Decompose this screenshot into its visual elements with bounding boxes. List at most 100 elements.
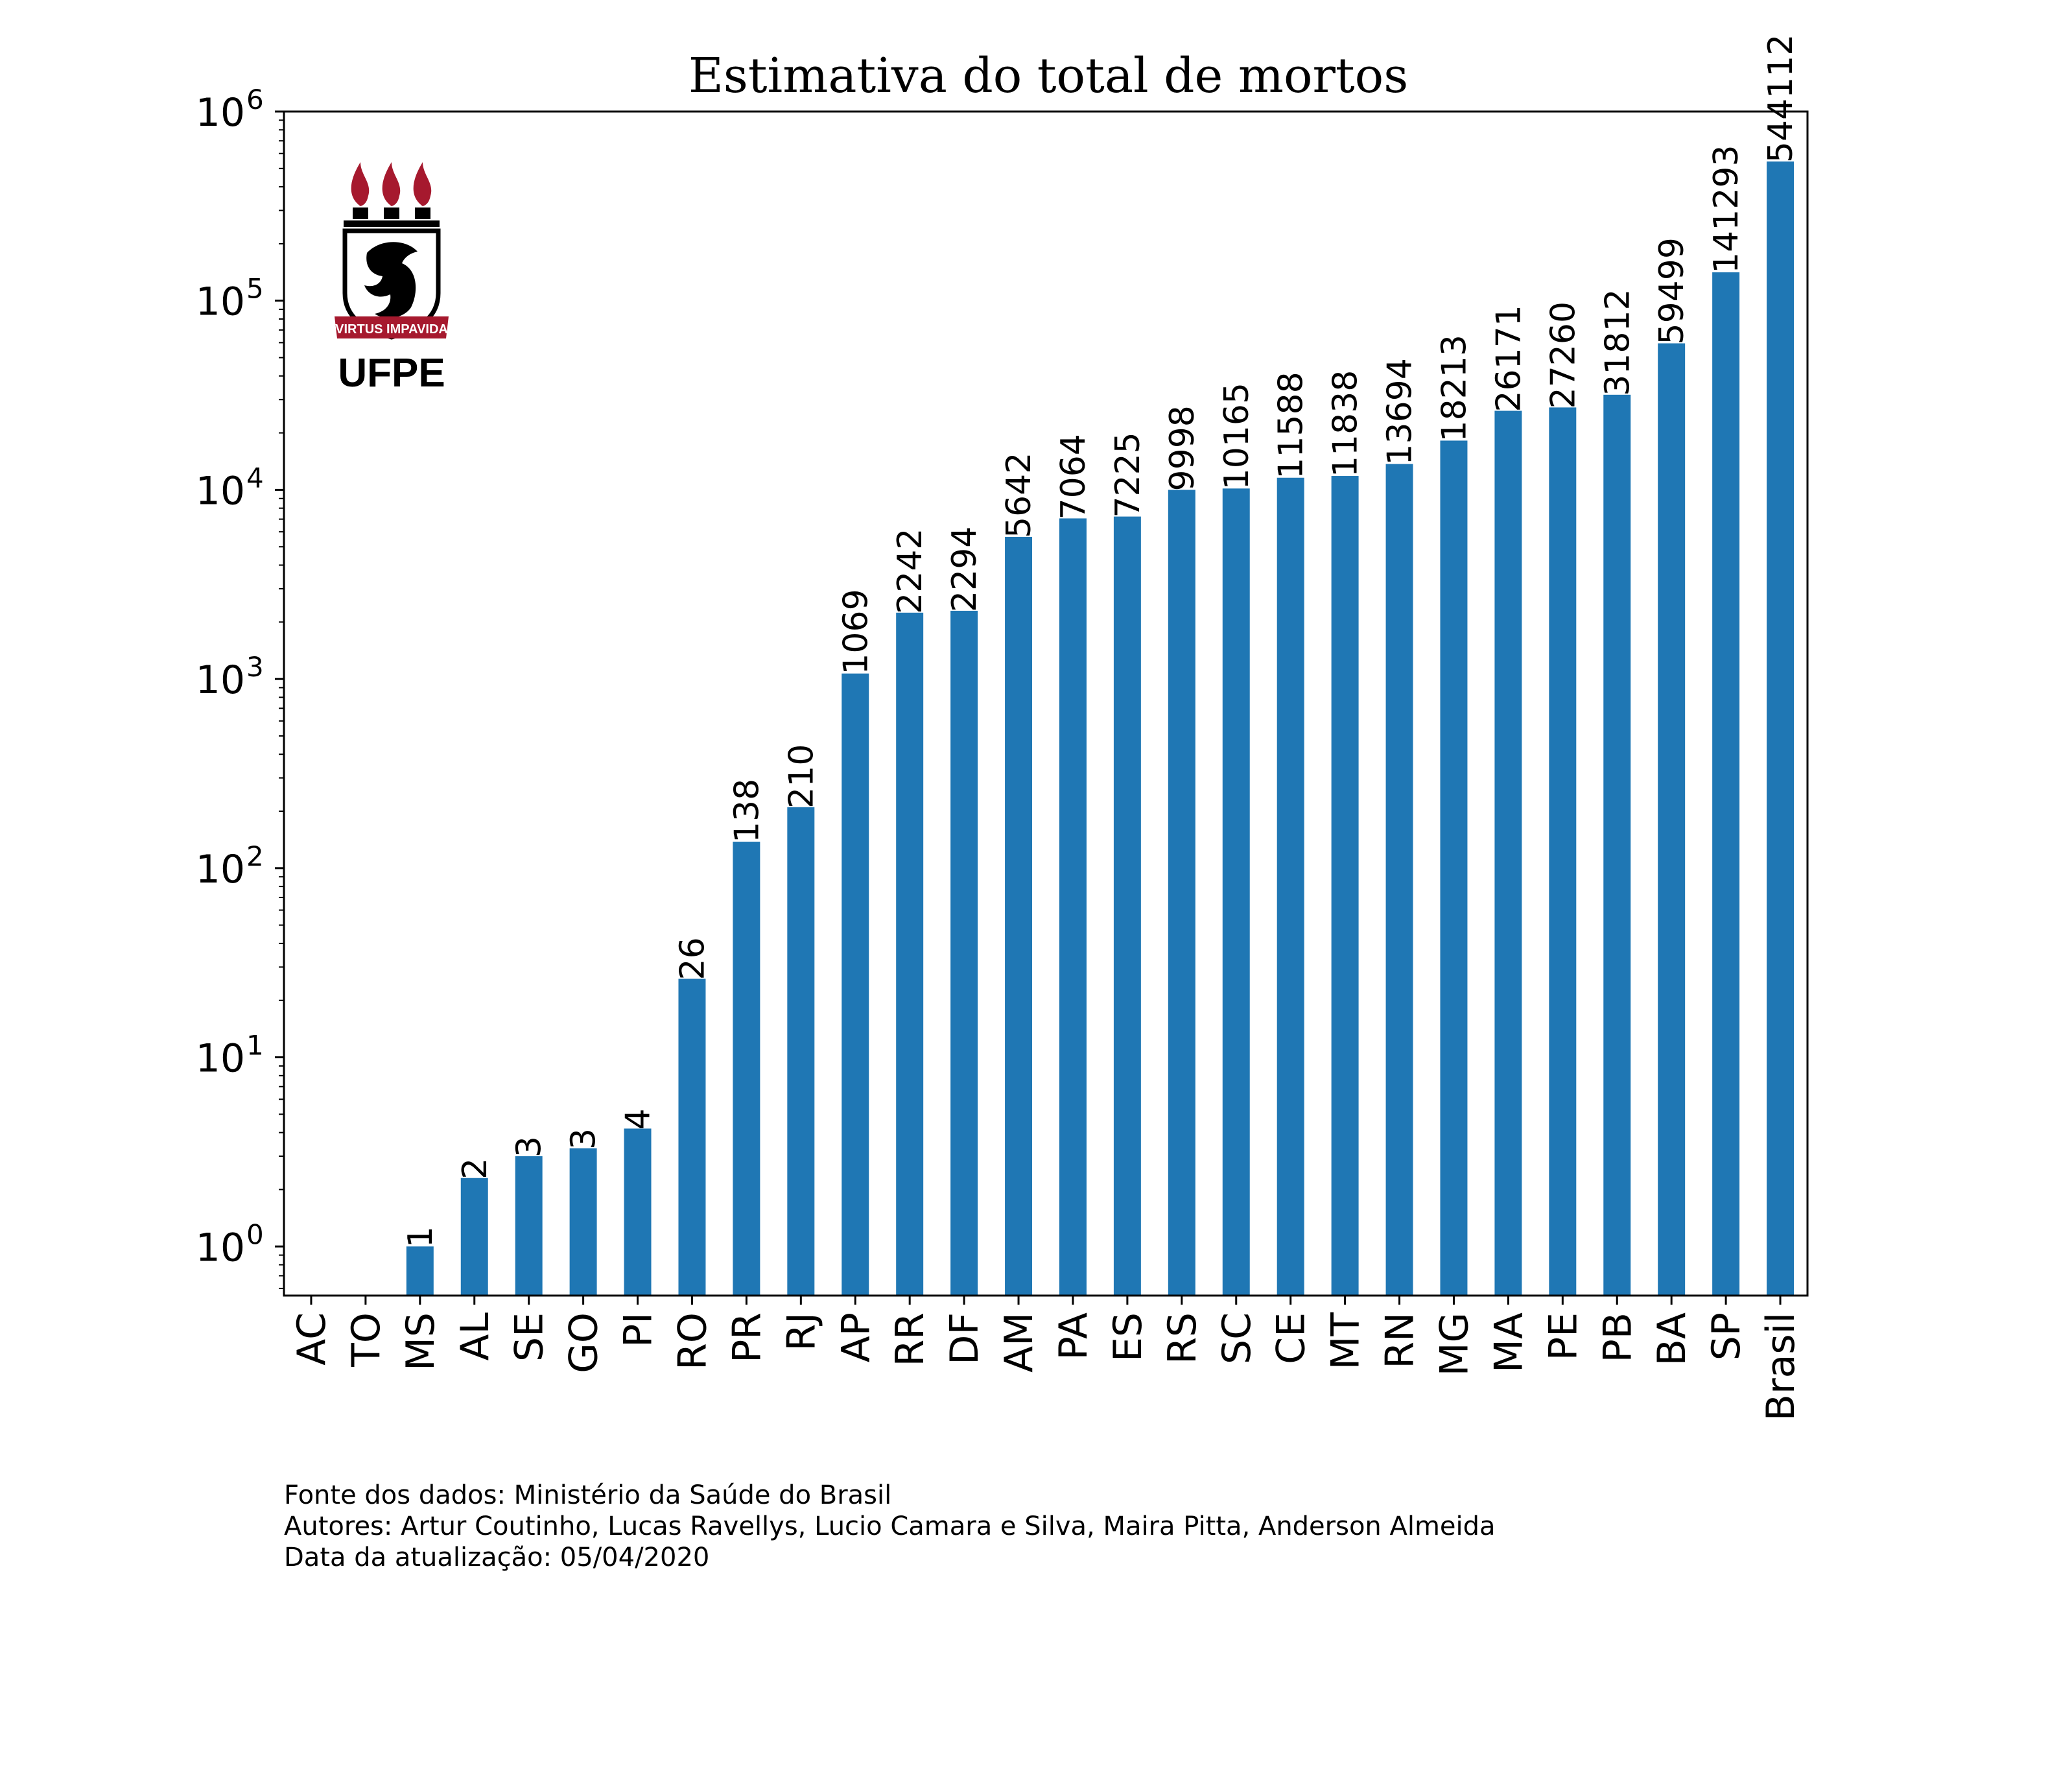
bar-ce <box>1277 477 1304 1296</box>
data-label-ro: 26 <box>673 937 712 980</box>
bar-sc <box>1222 488 1250 1296</box>
x-tick-label-sc: SC <box>1214 1312 1260 1364</box>
bar-rr <box>896 612 924 1296</box>
y-tick-label-1e2: 10 <box>196 847 245 892</box>
bar-rs <box>1168 490 1195 1296</box>
x-tick-label-ac: AC <box>289 1312 335 1366</box>
y-tick-label-1e6: 10 <box>196 90 245 136</box>
y-tick-exponent-0: 0 <box>246 1218 264 1250</box>
x-tick-label-pb: PB <box>1595 1312 1640 1362</box>
bar-pr <box>733 842 760 1296</box>
data-label-pe: 27260 <box>1544 302 1583 409</box>
bar-pa <box>1059 518 1087 1296</box>
x-tick-label-sp: SP <box>1704 1312 1749 1360</box>
bar-df <box>950 610 978 1296</box>
ufpe-logo: VIRTUS IMPAVIDA UFPE <box>335 162 449 396</box>
y-tick-exponent-3: 3 <box>246 651 264 683</box>
bar-pb <box>1603 394 1631 1296</box>
bar-ba <box>1658 343 1686 1296</box>
data-label-ms: 1 <box>401 1226 440 1248</box>
bar-pe <box>1549 407 1577 1296</box>
y-tick-exponent-1: 1 <box>246 1030 264 1061</box>
x-tick-label-ba: BA <box>1649 1312 1695 1366</box>
x-tick-label-brasil: Brasil <box>1758 1312 1804 1421</box>
torches-icon <box>344 207 440 227</box>
data-label-go: 3 <box>565 1128 604 1150</box>
bar-am <box>1005 536 1033 1296</box>
motto-ribbon: VIRTUS IMPAVIDA <box>335 316 449 338</box>
x-tick-label-ap: AP <box>833 1312 878 1362</box>
x-tick-label-mt: MT <box>1323 1312 1369 1370</box>
chart-title: Estimativa do total de mortos <box>689 48 1408 104</box>
y-tick-exponent-4: 4 <box>246 462 264 493</box>
bar-se <box>515 1156 543 1296</box>
data-label-rr: 2242 <box>891 528 930 614</box>
x-tick-label-al: AL <box>453 1312 498 1360</box>
data-label-ce: 11588 <box>1272 372 1311 479</box>
data-label-ma: 26171 <box>1489 305 1528 412</box>
bar-pi <box>624 1128 652 1296</box>
bar-go <box>569 1148 597 1296</box>
data-label-ap: 1069 <box>836 589 875 674</box>
bar-es <box>1113 516 1141 1296</box>
x-tick-label-se: SE <box>507 1312 552 1362</box>
x-tick-label-df: DF <box>942 1312 987 1365</box>
x-tick-label-mg: MG <box>1431 1312 1477 1376</box>
torch-flames-icon <box>351 162 432 206</box>
footnote-update-date: Data da atualização: 05/04/2020 <box>284 1543 710 1572</box>
data-label-mt: 11838 <box>1326 370 1365 477</box>
bar-mt <box>1331 476 1359 1296</box>
footnote-source: Fonte dos dados: Ministério da Saúde do … <box>284 1480 892 1510</box>
shield-icon <box>342 228 441 340</box>
x-tick-label-rn: RN <box>1378 1312 1423 1369</box>
logo-name: UFPE <box>338 351 445 396</box>
x-tick-label-ce: CE <box>1269 1312 1314 1364</box>
x-tick-label-ma: MA <box>1486 1312 1531 1373</box>
footnote: Fonte dos dados: Ministério da Saúde do … <box>284 1480 1496 1573</box>
y-tick-exponent-5: 5 <box>246 273 264 305</box>
x-tick-label-go: GO <box>561 1312 607 1373</box>
bar-sp <box>1712 272 1740 1296</box>
bar-ms <box>406 1246 434 1296</box>
data-label-ba: 59499 <box>1653 237 1691 344</box>
bar-ap <box>842 673 869 1296</box>
x-tick-label-ms: MS <box>398 1312 443 1371</box>
bar-ma <box>1494 410 1522 1296</box>
data-label-df: 2294 <box>945 527 984 612</box>
x-tick-label-am: AM <box>996 1312 1042 1373</box>
x-tick-label-pi: PI <box>616 1312 661 1347</box>
y-tick-label-1e0: 10 <box>196 1225 245 1270</box>
y-tick-exponent-2: 2 <box>246 840 264 872</box>
data-label-sp: 141293 <box>1707 145 1746 274</box>
data-label-brasil: 544112 <box>1761 34 1800 163</box>
data-label-pa: 7064 <box>1054 434 1093 519</box>
y-tick-label-1e4: 10 <box>196 468 245 514</box>
x-tick-label-rs: RS <box>1160 1312 1205 1364</box>
x-tick-label-pa: PA <box>1051 1312 1096 1360</box>
x-tick-label-ro: RO <box>670 1312 715 1370</box>
bar-brasil <box>1767 161 1795 1296</box>
x-tick-label-to: TO <box>344 1312 389 1368</box>
data-label-pi: 4 <box>619 1108 658 1130</box>
data-label-rs: 9998 <box>1163 405 1202 491</box>
y-tick-exponent-6: 6 <box>246 84 264 115</box>
plot-frame <box>283 110 1809 1297</box>
data-label-es: 7225 <box>1109 432 1148 517</box>
footnote-authors: Autores: Artur Coutinho, Lucas Ravellys,… <box>284 1511 1496 1541</box>
y-tick-label-1e5: 10 <box>196 279 245 325</box>
logo-motto: VIRTUS IMPAVIDA <box>335 322 448 337</box>
data-label-rn: 13694 <box>1381 358 1420 465</box>
data-label-al: 2 <box>456 1158 495 1179</box>
data-label-rj: 210 <box>782 744 821 809</box>
x-tick-label-rr: RR <box>888 1312 933 1366</box>
data-label-am: 5642 <box>1000 453 1039 538</box>
data-label-pb: 31812 <box>1598 289 1637 396</box>
bar-mg <box>1440 440 1468 1296</box>
data-label-sc: 10165 <box>1218 383 1256 490</box>
bar-rn <box>1385 464 1413 1296</box>
y-tick-label-1e3: 10 <box>196 658 245 703</box>
x-tick-label-es: ES <box>1105 1312 1151 1362</box>
